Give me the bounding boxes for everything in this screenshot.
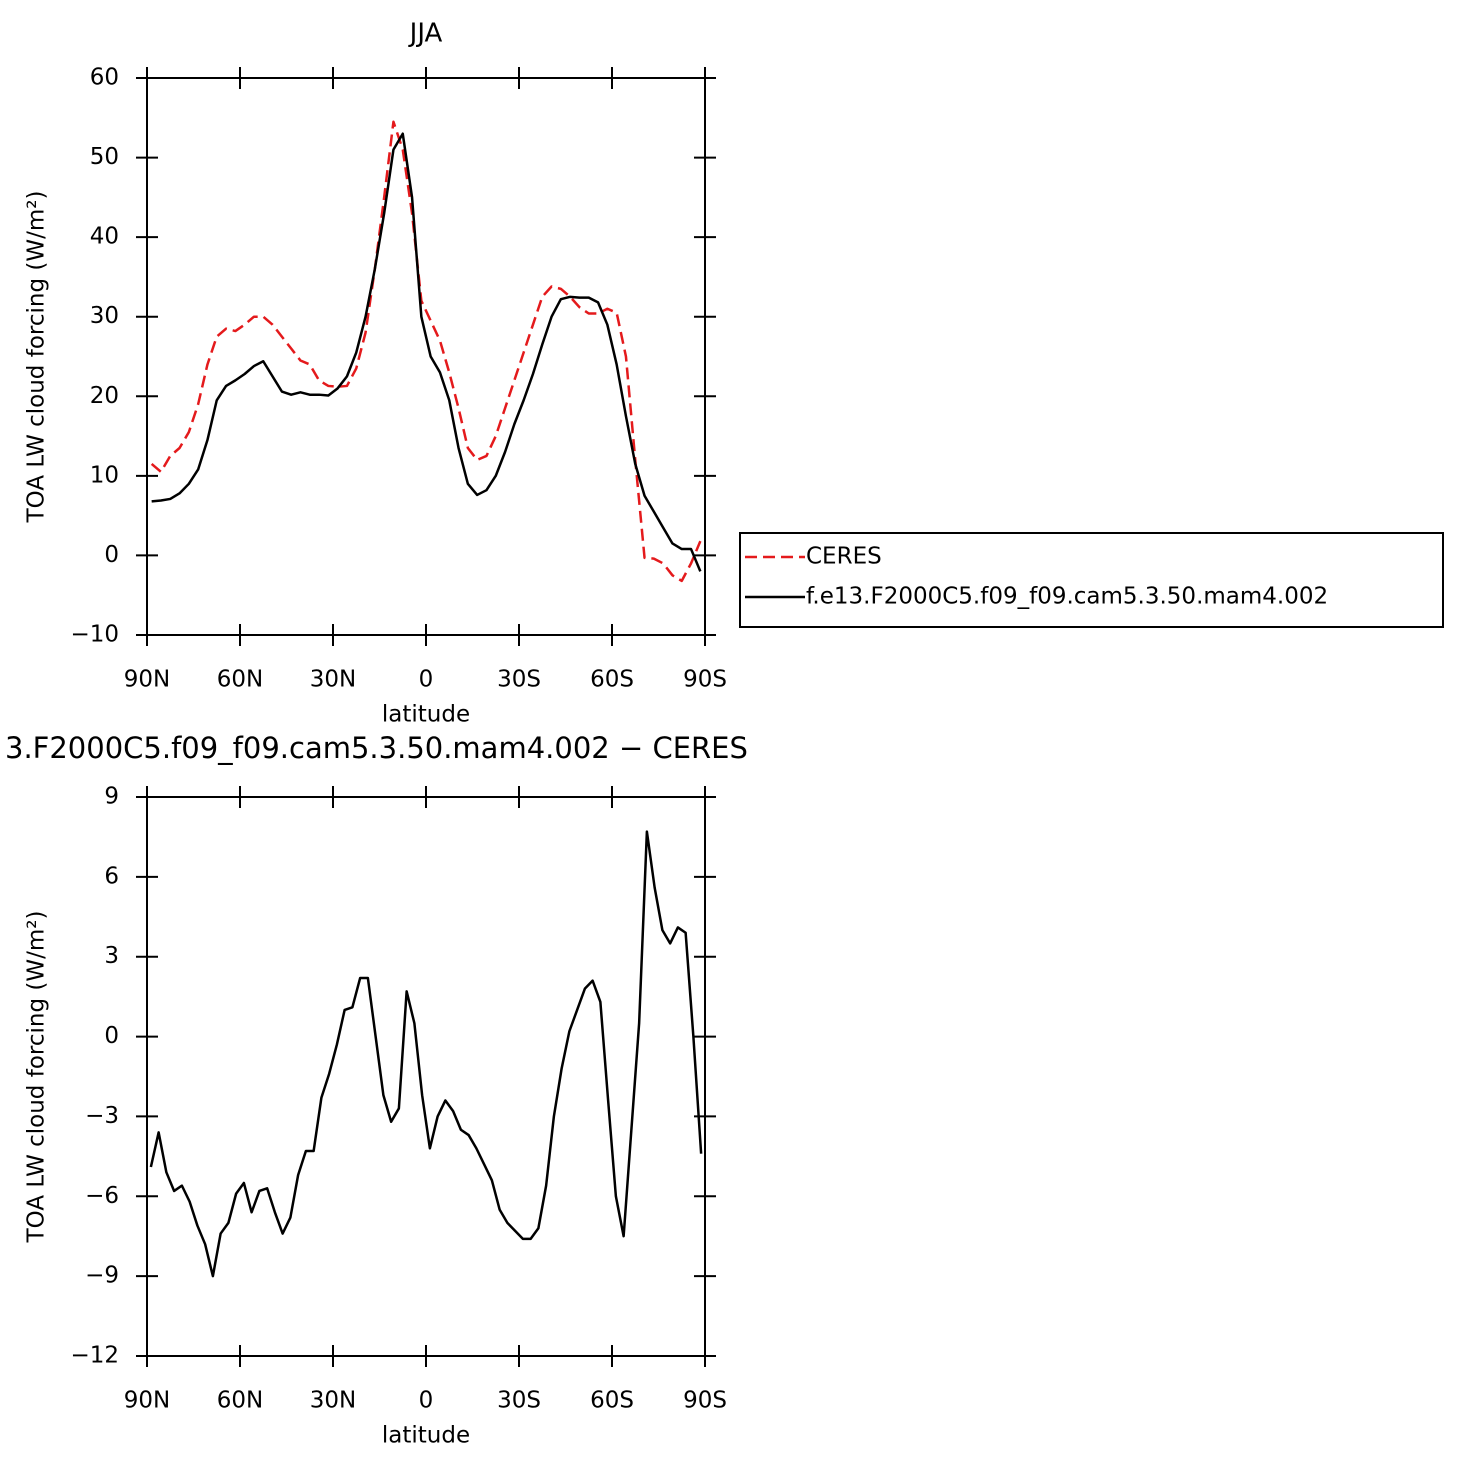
x-axis-label: latitude [382, 702, 470, 728]
chart-title: JJA [408, 19, 443, 49]
y-tick-label: −12 [70, 1343, 119, 1369]
y-axis-label: TOA LW cloud forcing (W/m²) [24, 911, 50, 1244]
data-line [150, 120, 702, 583]
x-tick-label: 90N [124, 667, 170, 693]
y-tick-label: −10 [70, 622, 119, 648]
plot-frame [146, 796, 706, 1357]
y-tick-label: 6 [104, 863, 119, 889]
legend-box [739, 532, 1444, 628]
y-tick-label: −3 [85, 1103, 119, 1129]
y-tick-label: 0 [104, 1023, 119, 1049]
legend-label: CERES [806, 544, 882, 570]
x-tick-label: 30N [310, 1388, 356, 1414]
data-line [149, 830, 703, 1278]
x-tick-label: 0 [419, 1388, 434, 1414]
x-tick-label: 60S [590, 667, 634, 693]
x-tick-label: 60S [590, 1388, 634, 1414]
chart-title: 3.F2000C5.f09_f09.cam5.3.50.mam4.002 − C… [5, 731, 748, 765]
x-tick-label: 30S [497, 1388, 541, 1414]
data-line [151, 132, 702, 572]
x-tick-label: 90S [683, 667, 727, 693]
x-tick-label: 90S [683, 1388, 727, 1414]
x-tick-label: 0 [419, 667, 434, 693]
y-tick-label: 9 [104, 784, 119, 810]
x-tick-label: 90N [124, 1388, 170, 1414]
legend-label: f.e13.F2000C5.f09_f09.cam5.3.50.mam4.002 [806, 584, 1328, 610]
y-tick-label: −9 [85, 1263, 119, 1289]
y-tick-label: 0 [104, 542, 119, 568]
x-tick-label: 60N [217, 1388, 263, 1414]
y-tick-label: 10 [90, 462, 119, 488]
y-tick-label: −6 [85, 1183, 119, 1209]
y-axis-label: TOA LW cloud forcing (W/m²) [24, 191, 50, 524]
x-tick-label: 60N [217, 667, 263, 693]
y-tick-label: 30 [90, 303, 119, 329]
x-tick-label: 30N [310, 667, 356, 693]
y-tick-label: 20 [90, 383, 119, 409]
x-tick-label: 30S [497, 667, 541, 693]
y-tick-label: 60 [90, 65, 119, 91]
x-axis-label: latitude [382, 1423, 470, 1449]
y-tick-label: 50 [90, 144, 119, 170]
y-tick-label: 40 [90, 224, 119, 250]
y-tick-label: 3 [104, 943, 119, 969]
plot-frame [146, 77, 706, 636]
